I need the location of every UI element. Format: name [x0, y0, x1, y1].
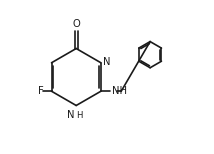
Text: H: H	[76, 111, 83, 120]
Text: F: F	[38, 86, 44, 96]
Text: O: O	[72, 19, 80, 29]
Text: NH: NH	[112, 86, 127, 96]
Text: N: N	[103, 57, 110, 67]
Text: N: N	[67, 110, 74, 120]
